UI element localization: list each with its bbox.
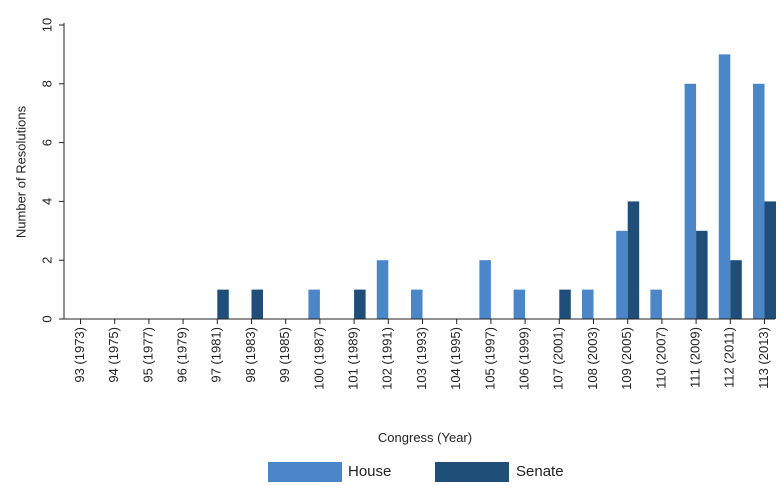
x-tick-label: 102 (1991)	[380, 327, 395, 390]
bar-senate-18	[696, 230, 708, 319]
y-axis-ticks: 0 2 4 6 8 10	[39, 18, 64, 323]
x-tick-label: 96 (1979)	[175, 327, 190, 383]
x-tick-label: 106 (1999)	[517, 327, 532, 390]
bar-group	[217, 54, 776, 320]
y-tick-label: 8	[39, 80, 54, 87]
y-tick-label: 10	[39, 18, 54, 32]
bar-house-17	[650, 289, 662, 319]
x-tick-label: 93 (1973)	[72, 327, 87, 383]
legend-label-senate: Senate	[516, 463, 564, 480]
bar-senate-14	[559, 289, 571, 319]
bar-house-18	[684, 83, 697, 319]
x-tick-label: 101 (1989)	[346, 327, 361, 390]
x-tick-label: 95 (1977)	[140, 327, 155, 383]
bar-house-10	[411, 289, 423, 319]
bar-house-9	[376, 260, 389, 319]
legend-swatch-house	[268, 462, 342, 482]
x-tick-label: 94 (1975)	[106, 327, 121, 383]
x-tick-label: 105 (1997)	[482, 327, 497, 390]
x-axis-title: Congress (Year)	[378, 430, 472, 445]
y-tick-label: 4	[39, 198, 54, 205]
bar-senate-19	[730, 260, 742, 319]
x-tick-label: 99 (1985)	[277, 327, 292, 383]
x-tick-label: 98 (1983)	[243, 327, 258, 383]
bar-senate-4	[217, 289, 229, 319]
bar-senate-8	[354, 289, 366, 319]
y-tick-label: 0	[39, 315, 54, 322]
legend: House Senate	[268, 462, 564, 482]
bar-house-20	[753, 83, 765, 319]
x-tick-label: 104 (1995)	[448, 327, 463, 390]
y-axis-title: Number of Resolutions	[13, 105, 28, 238]
bar-house-7	[308, 289, 320, 319]
x-tick-label: 97 (1981)	[209, 327, 224, 383]
x-tick-label: 103 (1993)	[414, 327, 429, 390]
x-tick-label: 107 (2001)	[551, 327, 566, 390]
legend-swatch-senate	[435, 462, 509, 482]
bar-house-13	[513, 289, 526, 319]
x-tick-label: 109 (2005)	[619, 327, 634, 390]
bar-senate-16	[627, 201, 640, 319]
legend-label-house: House	[348, 463, 391, 480]
bar-senate-20	[764, 201, 776, 319]
y-tick-label: 2	[39, 257, 54, 264]
y-tick-label: 6	[39, 139, 54, 146]
bar-house-12	[479, 260, 491, 319]
x-tick-label: 111 (2009)	[688, 327, 703, 388]
x-tick-label: 113 (2013)	[756, 327, 771, 389]
x-tick-label: 112 (2011)	[722, 327, 737, 388]
bar-house-19	[718, 54, 731, 320]
x-tick-label: 100 (1987)	[311, 327, 326, 390]
x-axis-ticks: 93 (1973) 94 (1975) 95 (1977) 96 (1979) 97 (…	[72, 319, 771, 390]
bar-house-15	[582, 289, 594, 319]
x-tick-label: 108 (2003)	[585, 327, 600, 390]
bar-senate-5	[251, 289, 263, 319]
bar-house-16	[616, 230, 628, 319]
x-tick-label: 110 (2007)	[653, 327, 668, 389]
